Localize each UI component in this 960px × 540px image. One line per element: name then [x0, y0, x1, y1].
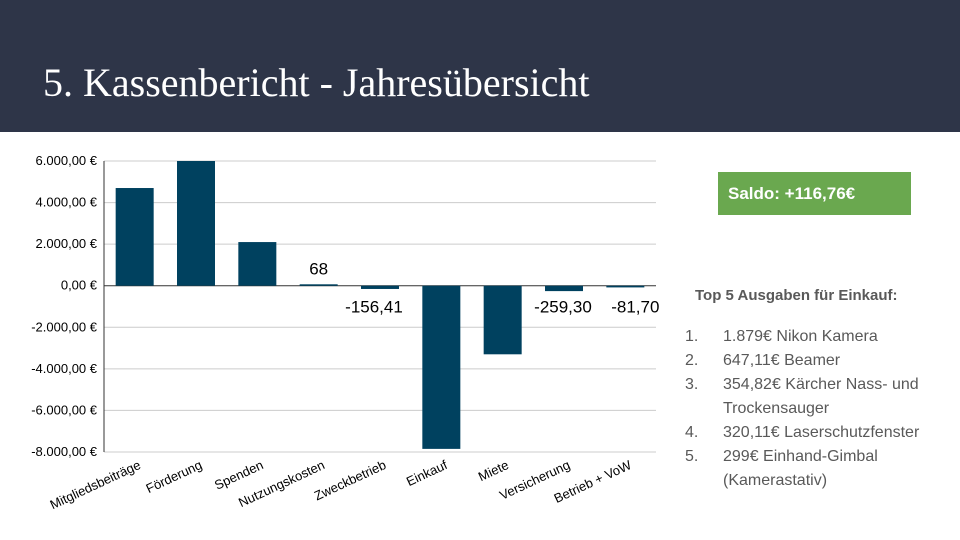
list-item-number: 1. [685, 328, 699, 345]
list-item: 3. 354,82€ Kärcher Nass- und Trockensauge… [685, 373, 950, 421]
top5-heading: Top 5 Ausgaben für Einkauf: [695, 287, 898, 304]
header-bar [0, 0, 960, 132]
list-item: 1. 1.879€ Nikon Kamera [685, 325, 950, 349]
x-tick-label: Miete [476, 457, 511, 484]
list-item: 4. 320,11€ Laserschutzfenster [685, 421, 950, 445]
list-item-number: 4. [685, 424, 699, 441]
bar [299, 284, 338, 286]
bar [238, 242, 277, 286]
list-item-number: 3. [685, 376, 699, 393]
list-item-text: 1.879€ Nikon Kamera [723, 328, 878, 345]
list-item: 5. 299€ Einhand-Gimbal (Kamerastativ) [685, 445, 950, 493]
saldo-box: Saldo: +116,76€ [718, 172, 911, 215]
data-label: 68 [309, 259, 328, 278]
top5-list: 1. 1.879€ Nikon Kamera 2. 647,11€ Beamer 3… [685, 325, 950, 493]
x-tick-label: Mitgliedsbeiträge [48, 457, 143, 512]
list-item-number: 5. [685, 448, 699, 465]
bar [361, 285, 399, 289]
bar [483, 285, 522, 355]
x-tick-label: Einkauf [404, 457, 450, 489]
bar [422, 285, 461, 449]
list-item-text: 320,11€ Laserschutzfenster [723, 424, 920, 441]
list-item-number: 2. [685, 352, 699, 369]
data-label: -81,70 [611, 298, 659, 317]
y-tick-label: 2.000,00 € [36, 236, 98, 251]
y-tick-label: 6.000,00 € [36, 153, 98, 168]
y-tick-label: -4.000,00 € [31, 361, 98, 376]
chart-panel: 6.000,00 € 4.000,00 € 2.000,00 € 0,00 € -2.0… [0, 132, 678, 540]
list-item-text: 354,82€ Kärcher Nass- und Trockensauger [723, 376, 919, 417]
y-tick-label: -2.000,00 € [31, 319, 98, 334]
slide-title: 5. Kassenbericht - Jahresübersicht [43, 60, 590, 105]
bar [606, 285, 645, 288]
bar-chart: 6.000,00 € 4.000,00 € 2.000,00 € 0,00 € -2.0… [31, 153, 659, 512]
bar [115, 188, 154, 286]
y-tick-label: 0,00 € [61, 278, 98, 293]
y-tick-label: -8.000,00 € [31, 444, 98, 459]
list-item-text: 647,11€ Beamer [723, 352, 841, 369]
y-tick-label: -6.000,00 € [31, 402, 98, 417]
data-label: -259,30 [534, 298, 592, 317]
data-label: -156,41 [345, 298, 403, 317]
bar [545, 285, 583, 292]
bar [177, 161, 215, 286]
list-item-text: 299€ Einhand-Gimbal (Kamerastativ) [723, 448, 878, 489]
y-tick-label: 4.000,00 € [36, 195, 98, 210]
list-item: 2. 647,11€ Beamer [685, 349, 950, 373]
x-tick-label: Förderung [144, 457, 205, 496]
